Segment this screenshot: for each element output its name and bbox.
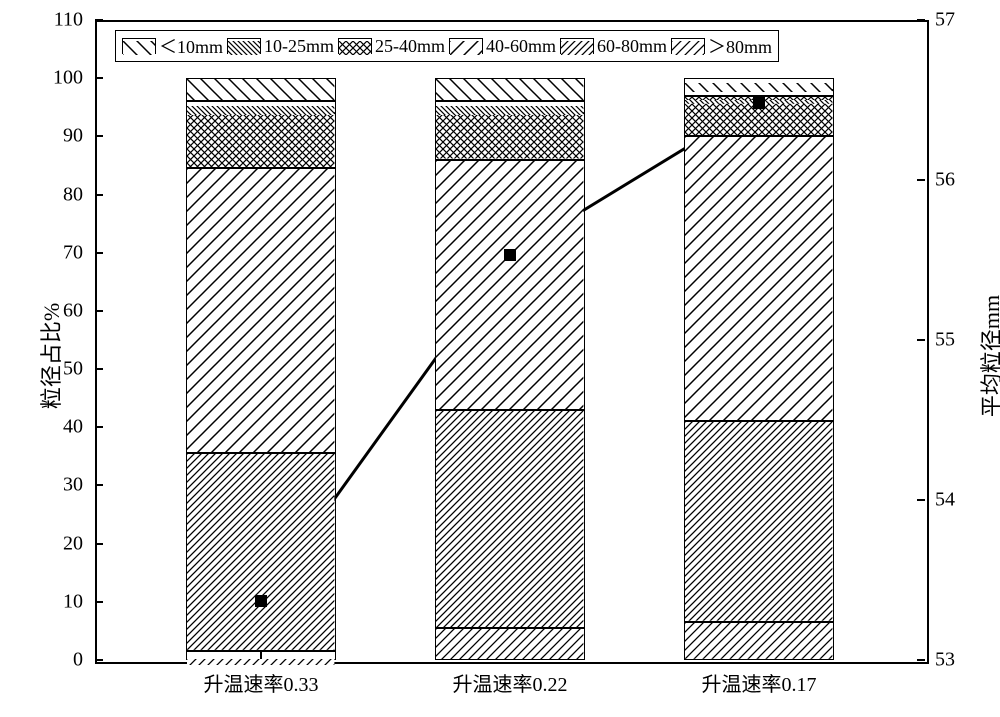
legend-item: ＜10mm bbox=[122, 33, 223, 59]
legend-swatch bbox=[227, 38, 261, 54]
y-left-tick-label: 40 bbox=[0, 416, 83, 439]
y-left-tick-label: 10 bbox=[0, 590, 83, 613]
bar-segment bbox=[435, 160, 584, 410]
legend-swatch bbox=[122, 38, 156, 54]
legend-item: 60-80mm bbox=[560, 36, 667, 57]
y-left-tick bbox=[95, 426, 103, 428]
y-left-tick bbox=[95, 252, 103, 254]
y-right-tick-label: 53 bbox=[935, 649, 955, 672]
bar-segment bbox=[435, 101, 584, 113]
legend-item: 10-25mm bbox=[227, 36, 334, 57]
y-right-tick bbox=[917, 499, 925, 501]
bar-segment bbox=[186, 78, 335, 101]
x-tick-label: 升温速率0.33 bbox=[204, 668, 319, 697]
bar-segment bbox=[435, 78, 584, 101]
legend-swatch bbox=[671, 38, 705, 54]
y-left-tick bbox=[95, 310, 103, 312]
bar-segment bbox=[186, 113, 335, 168]
y-left-tick bbox=[95, 484, 103, 486]
bar-segment bbox=[435, 113, 584, 160]
legend-item: 40-60mm bbox=[449, 36, 556, 57]
y-left-tick-label: 50 bbox=[0, 358, 83, 381]
bar-segment bbox=[435, 410, 584, 628]
y-left-tick-label: 0 bbox=[0, 649, 83, 672]
bar-segment bbox=[186, 651, 335, 660]
bar-segment bbox=[684, 421, 833, 622]
legend-item: 25-40mm bbox=[338, 36, 445, 57]
y-left-tick bbox=[95, 135, 103, 137]
bar-segment bbox=[186, 168, 335, 453]
legend-label: 60-80mm bbox=[597, 36, 667, 57]
y-right-tick-label: 54 bbox=[935, 489, 955, 512]
legend-label: ＞80mm bbox=[708, 33, 772, 59]
line-marker bbox=[753, 97, 765, 109]
y-right-axis-label: 平均粒径mm bbox=[974, 286, 1000, 426]
legend-label: 10-25mm bbox=[264, 36, 334, 57]
legend-label: 25-40mm bbox=[375, 36, 445, 57]
bar-segment bbox=[186, 453, 335, 651]
y-right-tick bbox=[917, 659, 925, 661]
y-right-tick-label: 57 bbox=[935, 9, 955, 32]
y-left-tick bbox=[95, 368, 103, 370]
bar-segment bbox=[684, 136, 833, 421]
legend-item: ＞80mm bbox=[671, 33, 772, 59]
y-right-tick bbox=[917, 179, 925, 181]
y-right-tick-label: 56 bbox=[935, 169, 955, 192]
chart-root: 粒径占比% 平均粒径mm ＜10mm10-25mm25-40mm40-60mm6… bbox=[0, 0, 1000, 717]
line-marker bbox=[255, 595, 267, 607]
bar-segment bbox=[684, 622, 833, 660]
y-left-tick bbox=[95, 659, 103, 661]
y-left-tick bbox=[95, 194, 103, 196]
y-left-tick bbox=[95, 77, 103, 79]
y-left-tick-label: 30 bbox=[0, 474, 83, 497]
bar-segment bbox=[684, 78, 833, 90]
bar-segment bbox=[186, 101, 335, 113]
x-tick-label: 升温速率0.22 bbox=[453, 668, 568, 697]
y-right-tick bbox=[917, 339, 925, 341]
y-left-tick-label: 90 bbox=[0, 125, 83, 148]
y-left-tick bbox=[95, 543, 103, 545]
y-left-tick bbox=[95, 19, 103, 21]
y-right-tick-label: 55 bbox=[935, 329, 955, 352]
legend-swatch bbox=[338, 38, 372, 54]
legend-swatch bbox=[560, 38, 594, 54]
y-left-tick-label: 70 bbox=[0, 241, 83, 264]
legend-box: ＜10mm 10-25mm 25-40mm 40-60mm 60-80mm ＞80mm bbox=[115, 30, 779, 62]
y-left-tick-label: 100 bbox=[0, 67, 83, 90]
y-left-tick-label: 60 bbox=[0, 299, 83, 322]
y-right-tick bbox=[917, 19, 925, 21]
y-left-tick-label: 20 bbox=[0, 532, 83, 555]
x-tick-label: 升温速率0.17 bbox=[702, 668, 817, 697]
y-left-tick bbox=[95, 601, 103, 603]
legend-swatch bbox=[449, 38, 483, 54]
legend-label: 40-60mm bbox=[486, 36, 556, 57]
y-left-tick-label: 110 bbox=[0, 9, 83, 32]
bar-segment bbox=[435, 628, 584, 660]
legend-label: ＜10mm bbox=[159, 33, 223, 59]
y-left-tick-label: 80 bbox=[0, 183, 83, 206]
line-marker bbox=[504, 249, 516, 261]
